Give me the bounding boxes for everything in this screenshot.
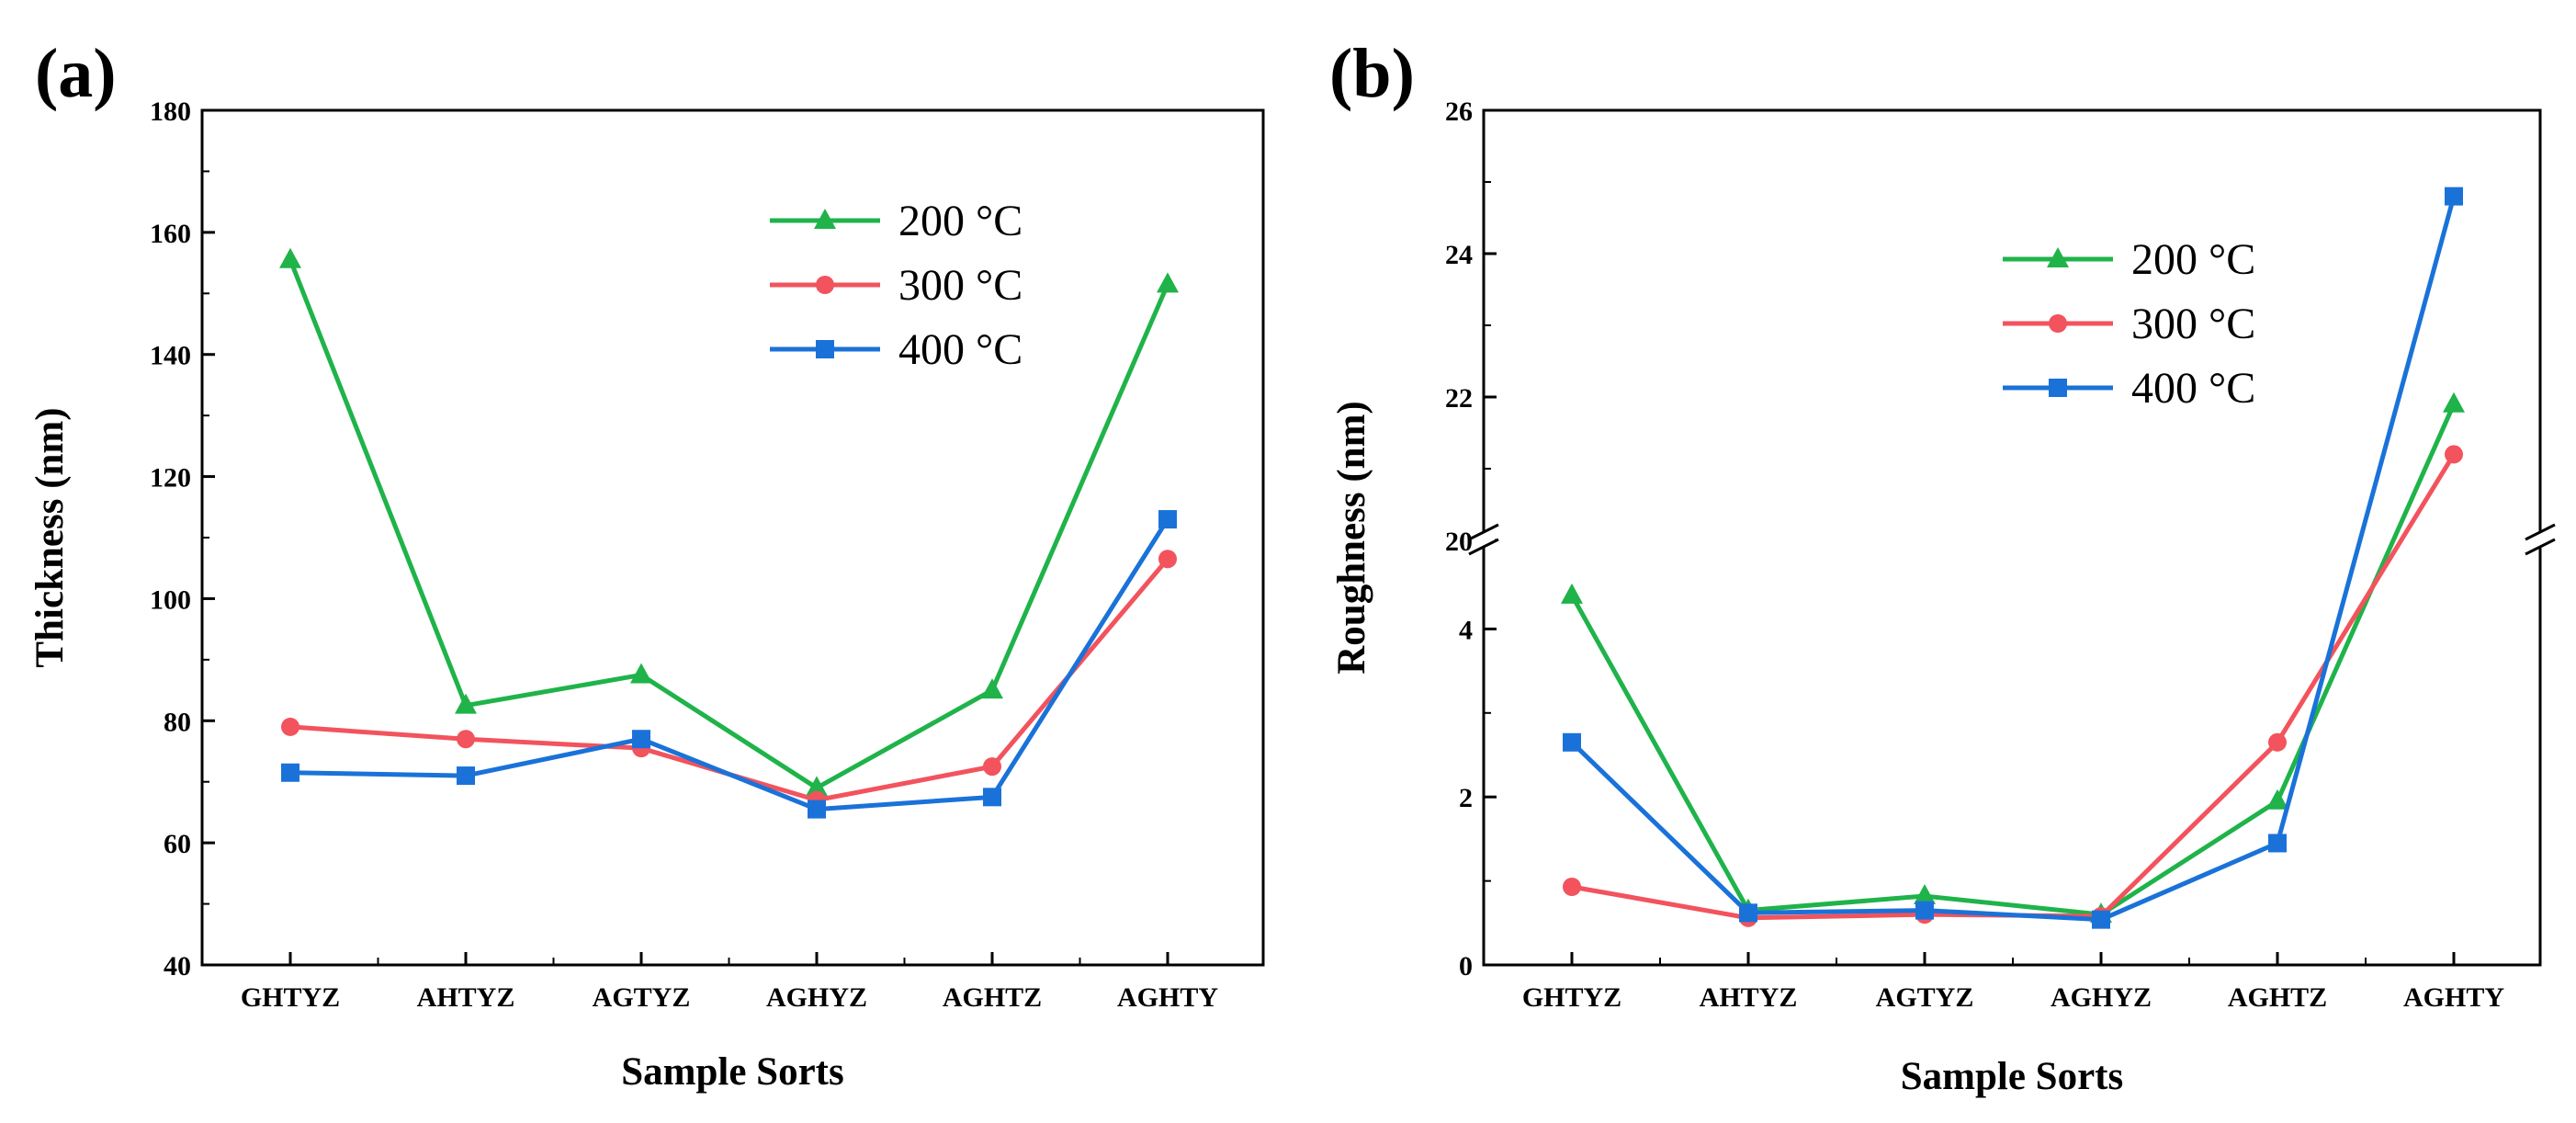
x-tick-label: AGHYZ (766, 982, 867, 1013)
data-point (2268, 834, 2287, 853)
legend-marker (2049, 314, 2067, 333)
y-tick-label: 20 (1445, 527, 1473, 557)
x-tick-label: AGHYZ (2051, 982, 2152, 1013)
data-point (1914, 884, 1936, 905)
y-tick-label: 160 (150, 219, 191, 249)
y-tick-label: 26 (1445, 96, 1473, 127)
legend-label: 400 °C (898, 325, 1022, 374)
legend-label: 300 °C (898, 261, 1022, 310)
data-point (2268, 732, 2287, 752)
y-tick-label: 80 (164, 707, 191, 737)
series-400-c (1563, 187, 2463, 929)
data-point (1563, 732, 1581, 752)
data-point (1563, 877, 1581, 896)
series-300-c (281, 550, 1177, 810)
y-tick-label: 40 (164, 951, 191, 981)
series-line (1569, 403, 2457, 917)
y-axis-title: Roughness (nm) (1330, 401, 1373, 674)
y-tick-label: 100 (150, 584, 191, 615)
legend-label: 300 °C (2131, 300, 2255, 348)
x-tick-label: AGTYZ (1876, 982, 1974, 1013)
axis-break-mark (1468, 523, 1499, 541)
y-tick-label: 4 (1459, 615, 1473, 645)
y-axis-title: Thickness (nm) (28, 407, 72, 667)
x-tick-label: GHTYZ (1522, 982, 1621, 1013)
data-point (2445, 187, 2463, 206)
data-point (281, 717, 299, 736)
legend-marker (814, 209, 836, 229)
x-tick-label: AHTYZ (417, 982, 515, 1013)
data-point (455, 693, 477, 714)
data-point (457, 766, 475, 786)
data-point (1561, 583, 1583, 604)
x-tick-label: AGHTY (1117, 982, 1218, 1013)
data-point (983, 757, 1001, 777)
x-tick-label: AGTYZ (593, 982, 691, 1013)
series-line (1570, 195, 2457, 923)
panel-label: (b) (1329, 35, 1415, 112)
x-tick-label: AHTYZ (1700, 982, 1798, 1013)
data-point (630, 663, 652, 684)
y-tick-label: 22 (1445, 383, 1473, 414)
plot-frame (200, 108, 1265, 967)
data-point (1158, 550, 1177, 569)
data-point (1158, 510, 1177, 529)
data-point (2266, 788, 2288, 810)
axis-break-mark (2525, 538, 2556, 556)
data-point (2092, 910, 2110, 929)
series-line (288, 258, 1170, 790)
y-tick-label: 120 (150, 463, 191, 493)
data-point (1157, 272, 1179, 293)
axis-break-mark (1468, 538, 1499, 556)
legend: 200 °C 300 °C 400 °C (2003, 235, 2255, 413)
legend-label: 200 °C (898, 197, 1022, 245)
legend-marker (816, 276, 834, 294)
x-axis-title: Sample Sorts (1901, 1055, 2123, 1098)
data-point (806, 776, 828, 797)
series-line (289, 517, 1170, 812)
chart-panel-1: (a) 40 60 80 100 120 140 160 180 GHTYZ AHTYZ AGTYZ A… (28, 35, 1265, 1094)
plot-frame (1482, 108, 2542, 967)
x-tick-label: GHTYZ (241, 982, 340, 1013)
data-point (279, 247, 301, 268)
legend-marker (2047, 247, 2069, 267)
y-tick-label: 2 (1459, 783, 1473, 813)
series-400-c (281, 510, 1177, 819)
data-point (983, 788, 1001, 807)
legend-label: 400 °C (2131, 364, 2255, 413)
y-tick-label: 60 (164, 829, 191, 859)
data-point (2443, 391, 2465, 413)
legend-marker (816, 340, 834, 358)
data-point (632, 730, 650, 749)
data-point (2445, 445, 2463, 464)
x-axis-title: Sample Sorts (621, 1050, 843, 1094)
legend-marker (2049, 379, 2067, 397)
legend: 200 °C 300 °C 400 °C (770, 197, 1022, 374)
panel-label: (a) (35, 35, 117, 112)
y-tick-label: 140 (150, 341, 191, 371)
x-tick-label: AGHTY (2403, 982, 2504, 1013)
series-200-c (279, 247, 1179, 797)
data-point (1915, 901, 1934, 920)
y-tick-label: 24 (1445, 240, 1473, 270)
data-point (1739, 903, 1757, 923)
legend-label: 200 °C (2131, 235, 2255, 284)
y-tick-label: 0 (1459, 951, 1473, 981)
y-tick-label: 180 (150, 96, 191, 127)
data-point (281, 763, 299, 782)
data-point (981, 678, 1003, 699)
data-point (808, 800, 826, 819)
x-tick-label: AGHTZ (2228, 982, 2327, 1013)
axis-break-mark (2525, 523, 2556, 541)
x-tick-label: AGHTZ (943, 982, 1042, 1013)
data-point (457, 730, 475, 749)
